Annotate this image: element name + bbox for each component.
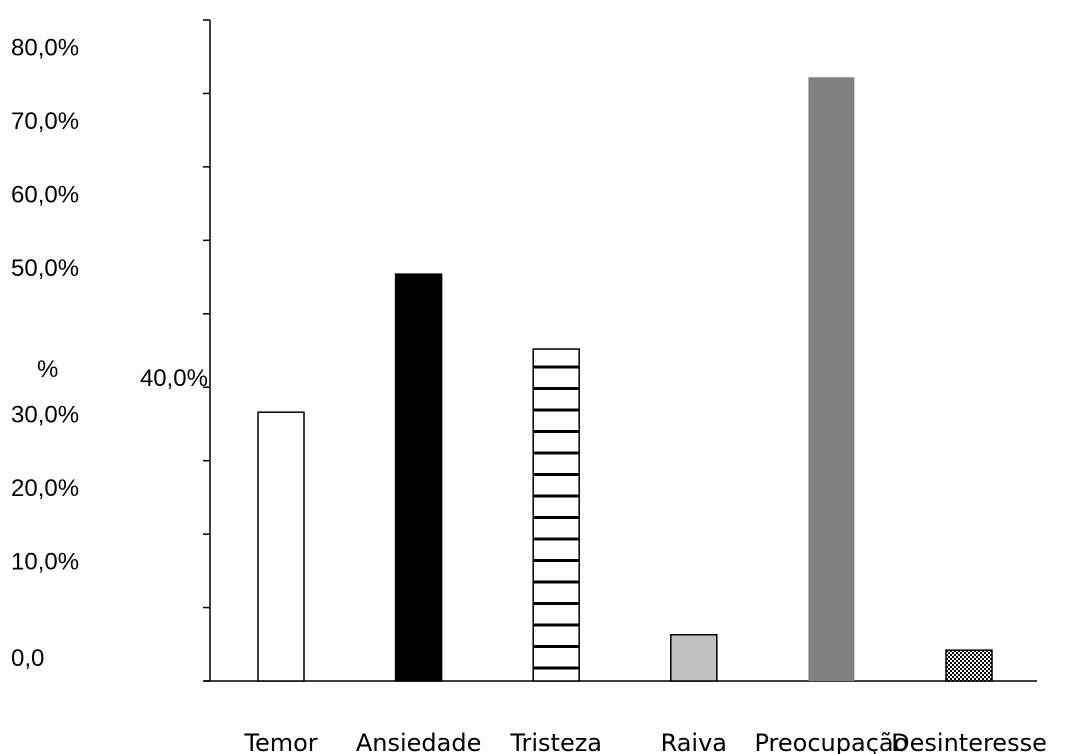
y-tick-label: 50,0% — [11, 255, 79, 282]
bars — [257, 77, 993, 682]
x-category-label: Ansiedade — [356, 729, 482, 754]
x-category-label: Temor — [243, 729, 317, 754]
y-tick-label: 80,0% — [11, 34, 79, 61]
y-tick-label: 40,0% — [140, 365, 208, 392]
bar-ansiedade — [394, 273, 443, 682]
y-tick-label: 30,0% — [11, 402, 79, 429]
y-tick-label: 60,0% — [11, 181, 79, 208]
y-ticks: 0,0 10,0% 20,0% 30,0% 40,0% 50,0% 60,0% 70,0% 80… — [11, 19, 210, 682]
axes — [204, 20, 1037, 682]
x-category-label: Tristeza — [509, 729, 602, 754]
bar-raiva — [670, 633, 718, 682]
y-axis-label: % — [37, 356, 58, 383]
bar-desinteresse — [945, 649, 993, 682]
x-category-label: Desinteresse — [891, 729, 1047, 754]
x-category-label: Preocupação — [755, 729, 909, 754]
y-tick-label: 0,0 — [11, 645, 44, 672]
y-tick-label: 20,0% — [11, 475, 79, 502]
bar-temor — [257, 411, 305, 682]
bar-tristeza — [532, 348, 580, 682]
bar-preocupacao — [808, 77, 855, 681]
x-category-label: Raiva — [661, 729, 727, 754]
x-labels: Temor Ansiedade Tristeza Raiva PreocupaçãoDe… — [243, 729, 1046, 754]
y-tick-label: 10,0% — [11, 549, 79, 576]
y-tick-label: 70,0% — [11, 108, 79, 135]
